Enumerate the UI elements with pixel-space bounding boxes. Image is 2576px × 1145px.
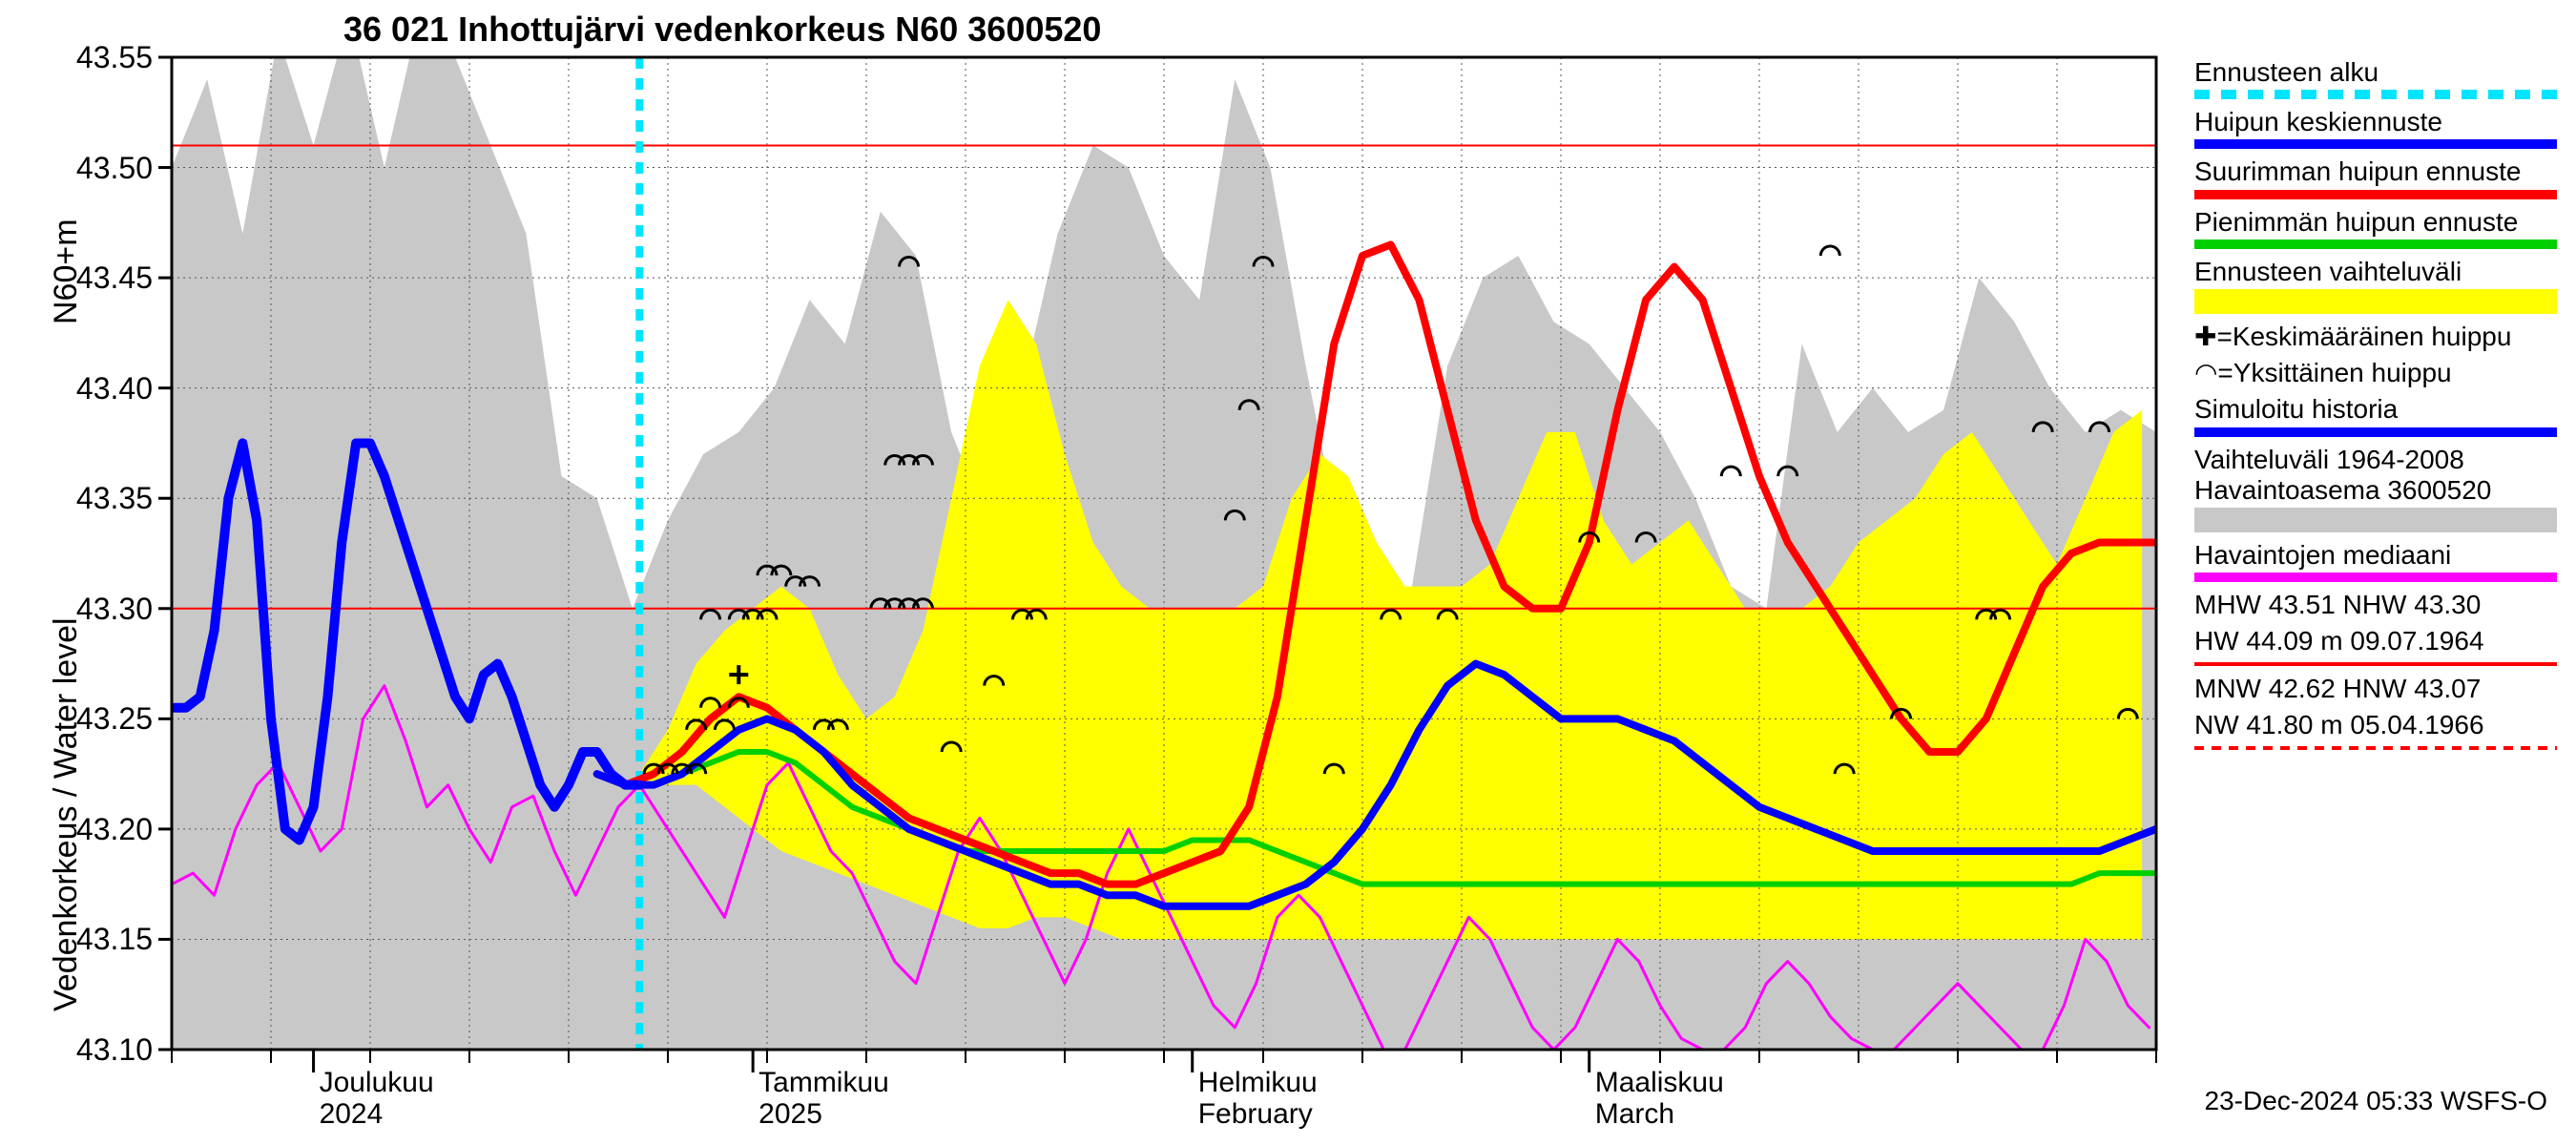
legend-item: Huipun keskiennuste <box>2194 107 2557 149</box>
legend-swatch <box>2194 239 2557 249</box>
legend-stats: NW 41.80 m 05.04.1966 <box>2194 710 2557 740</box>
legend-label: ◠=Yksittäinen huippu <box>2194 358 2557 388</box>
y-tick-label: 43.10 <box>48 1032 153 1068</box>
plot-area <box>0 0 2576 1145</box>
legend-item: Pienimmän huipun ennuste <box>2194 207 2557 249</box>
legend-label: ✚=Keskimääräinen huippu <box>2194 322 2557 352</box>
water-level-chart: 36 021 Inhottujärvi vedenkorkeus N60 360… <box>0 0 2576 1145</box>
legend-swatch <box>2194 90 2557 99</box>
legend-item: Simuloitu historia <box>2194 394 2557 436</box>
legend-label: Pienimmän huipun ennuste <box>2194 207 2557 238</box>
legend-swatch <box>2194 572 2557 582</box>
legend-label: Vaihteluväli 1964-2008 Havaintoasema 360… <box>2194 445 2557 506</box>
legend-item: ◠=Yksittäinen huippu <box>2194 358 2557 388</box>
legend-item: ✚=Keskimääräinen huippu <box>2194 322 2557 352</box>
legend-swatch <box>2194 427 2557 437</box>
y-tick-label: 43.25 <box>48 701 153 737</box>
legend-swatch <box>2194 289 2557 314</box>
y-tick-label: 43.35 <box>48 481 153 516</box>
legend-label: Ennusteen vaihteluväli <box>2194 257 2557 287</box>
legend-label: Havaintojen mediaani <box>2194 540 2557 571</box>
y-tick-label: 43.45 <box>48 260 153 296</box>
legend-swatch <box>2194 746 2557 750</box>
legend-label: Simuloitu historia <box>2194 394 2557 425</box>
legend-swatch <box>2194 139 2557 149</box>
y-tick-label: 43.30 <box>48 592 153 627</box>
legend: Ennusteen alku Huipun keskiennuste Suurimm… <box>2194 57 2557 758</box>
legend-item: Ennusteen alku <box>2194 57 2557 99</box>
legend-item: Suurimman huipun ennuste <box>2194 156 2557 198</box>
x-month-label: Joulukuu2024 <box>320 1067 434 1130</box>
y-tick-label: 43.15 <box>48 922 153 957</box>
legend-stats: MNW 42.62 HNW 43.07 <box>2194 674 2557 704</box>
legend-item: Havaintojen mediaani <box>2194 540 2557 582</box>
legend-stats: HW 44.09 m 09.07.1964 <box>2194 626 2557 656</box>
legend-item: Vaihteluväli 1964-2008 Havaintoasema 360… <box>2194 445 2557 532</box>
x-month-label: MaaliskuuMarch <box>1595 1067 1724 1130</box>
footer-timestamp: 23-Dec-2024 05:33 WSFS-O <box>2205 1086 2548 1116</box>
y-tick-label: 43.50 <box>48 151 153 186</box>
y-tick-label: 43.55 <box>48 40 153 75</box>
legend-label: Ennusteen alku <box>2194 57 2557 88</box>
legend-label: Suurimman huipun ennuste <box>2194 156 2557 187</box>
legend-stats: MHW 43.51 NHW 43.30 <box>2194 590 2557 620</box>
legend-swatch <box>2194 190 2557 199</box>
legend-swatch <box>2194 662 2557 666</box>
legend-item: Ennusteen vaihteluväli <box>2194 257 2557 314</box>
legend-label: Huipun keskiennuste <box>2194 107 2557 137</box>
y-tick-label: 43.20 <box>48 812 153 847</box>
y-tick-label: 43.40 <box>48 371 153 406</box>
x-month-label: HelmikuuFebruary <box>1198 1067 1318 1130</box>
legend-swatch <box>2194 508 2557 532</box>
x-month-label: Tammikuu2025 <box>758 1067 889 1130</box>
